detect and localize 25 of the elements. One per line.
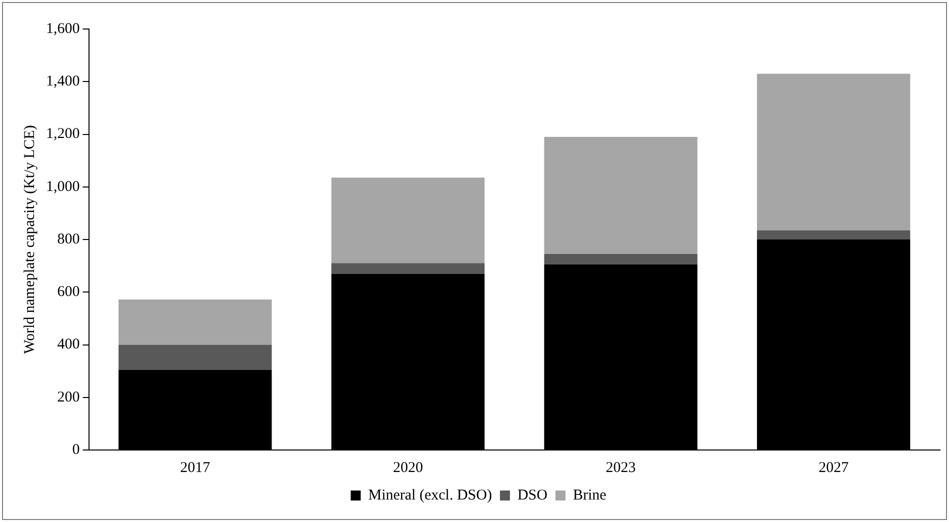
legend-label: DSO [517,487,548,504]
y-tick-label: 600 [57,284,80,300]
x-tick-label: 2023 [606,460,636,476]
y-tick-label: 0 [72,442,80,458]
y-tick-label: 200 [57,389,80,406]
bar [544,254,698,264]
bar [118,344,272,370]
x-tick-label: 2020 [392,460,423,476]
y-tick-label: 1,600 [46,20,80,37]
y-tick-label: 800 [57,231,80,248]
bar [544,136,698,254]
y-tick-label: 1,000 [46,178,80,195]
y-tick-label: 1,200 [46,126,80,142]
y-axis-title: World nameplate capacity (Kt/y LCE) [22,125,38,354]
y-tick-label: 1,400 [46,74,80,90]
bar [118,299,272,345]
x-tick-label: 2017 [180,460,211,476]
bar [331,263,485,274]
legend-label: Brine [572,487,607,504]
legend-label: Mineral (excl. DSO) [368,487,492,504]
bar [331,178,485,264]
y-tick-label: 400 [57,336,80,353]
bar [756,74,910,230]
bar [756,230,910,240]
x-tick-label: 2027 [818,460,850,476]
